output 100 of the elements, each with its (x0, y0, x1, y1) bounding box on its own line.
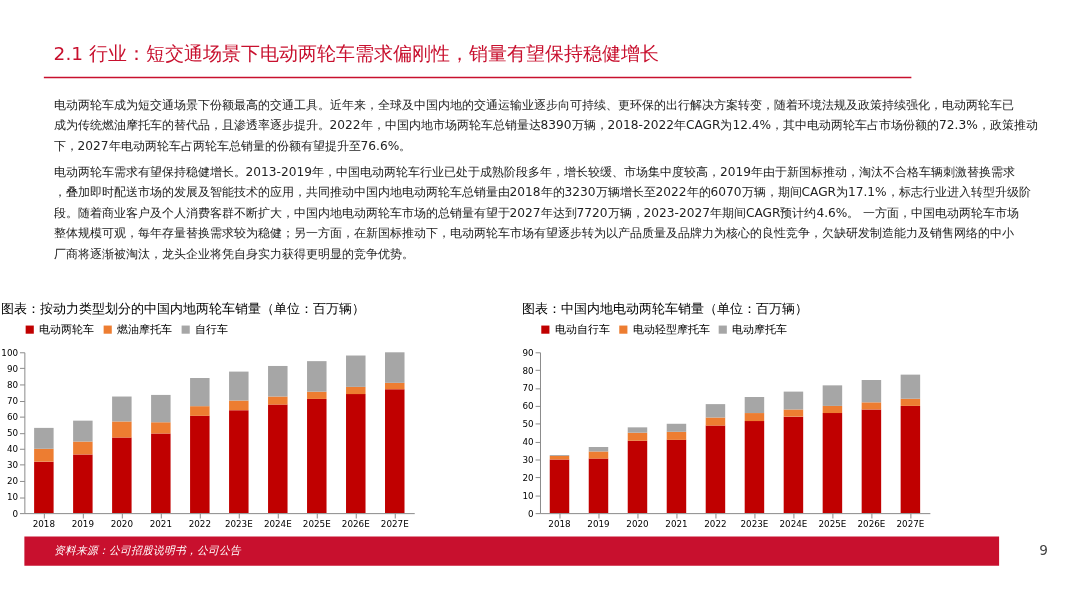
legend-label: 电动摩托车 (732, 322, 788, 336)
x-tick-label: 2018 (32, 519, 56, 530)
x-tick-label: 2025E (302, 519, 331, 530)
y-tick-label: 90 (6, 363, 19, 374)
bar (112, 421, 132, 438)
y-tick-label: 80 (522, 365, 534, 376)
y-tick-label: 60 (6, 412, 19, 423)
x-tick-label: 2020 (110, 519, 133, 530)
y-tick-label: 50 (522, 419, 534, 430)
bar (744, 396, 765, 414)
bar (549, 455, 570, 460)
bar (346, 394, 366, 514)
bar (783, 391, 804, 410)
bar (151, 433, 171, 514)
bar (190, 415, 210, 514)
bar (900, 374, 921, 399)
x-tick-label: 2022 (704, 519, 727, 530)
bar (34, 427, 54, 449)
text: 电动两轮车需求有望保持稳健增长。2013-2019年，中国电动两轮车行业已处于成熟阶段多年，增长较缓、市场集中度较高，2019年由于新国标推动，淘汰不合格车辆刺激替换需求，叠加即时配送市场的发展及智能技术的应用，共同推动中国内地电动两轮车总销量由2018年的3230万辆增长至2022年的6070万辆，期间CAGR为17.1%，标志行业进入转型升级阶段。随着商业客户及个人消费客群不断扩大，中国内地电动两轮车市场的总销量有望于2027年达到7720万辆，2023-2027年期间CAGR预计约4.6%。 一方面，中国电动两轮车市场整体规模可观，每年存量替换需求较为稳健；另一方面，在新国标推动下，电动两轮车市场有望逐步转为以产品质量及品牌力为核心的良性竞争，欠缺研发制造能力及销售网络的中小厂商将逐渐被淘汰，龙头企业将凭自身实力获得更明显的竞争优势。 (53, 164, 1031, 261)
bar (268, 404, 288, 514)
x-tick-label: 2026E (341, 519, 370, 530)
bar (588, 451, 609, 459)
bar (229, 371, 249, 401)
text: 2.1 行业：短交通场景下电动两轮车需求偏刚性，销量有望保持稳健增长 (53, 42, 659, 64)
x-tick-label: 2027E (896, 519, 925, 530)
text: 资料来源：公司招股说明书，公司公告 (53, 544, 242, 558)
bar (822, 385, 843, 406)
bar (34, 448, 54, 462)
y-tick-label: 0 (528, 508, 534, 519)
y-tick-label: 10 (522, 490, 534, 501)
bar (900, 405, 921, 514)
y-tick-label: 20 (6, 476, 19, 487)
x-tick-label: 2019 (71, 519, 95, 530)
legend-label: 电动自行车 (554, 322, 610, 336)
y-tick-label: 40 (522, 437, 534, 448)
bar (861, 409, 882, 514)
bar (190, 406, 210, 416)
bar (744, 413, 765, 422)
bar (73, 454, 93, 514)
text: 电动两轮车成为短交通场景下份额最高的交通工具。近年来，全球及中国内地的交通运输业逐步向可持续、更环保的出行解决方案转变，随着环境法规及政策持续强化，电动两轮车已成为传统燃油摩托车的替代品，且渗透率逐步提升。2022年，中国内地市场两轮车总销量达8390万辆，2018-2022年CAGR为12.4%，其中电动两轮车占市场份额的72.3%，政策推动下，2027年电动两轮车占两轮车总销量的份额有望提升至76.6%。 (53, 97, 1038, 153)
bar (307, 391, 327, 399)
x-tick-label: 2023E (224, 519, 253, 530)
legend-label: 电动两轮车 (38, 322, 94, 336)
x-tick-label: 2021 (665, 519, 688, 530)
bar (385, 389, 405, 514)
bar (112, 437, 132, 514)
bar (268, 365, 288, 397)
bar (783, 416, 804, 514)
bar (705, 417, 726, 426)
bar (229, 410, 249, 514)
bar (307, 398, 327, 514)
x-tick-label: 2026E (857, 519, 886, 530)
bar (900, 398, 921, 406)
bar (705, 425, 726, 514)
y-tick-label: 10 (6, 492, 19, 503)
bar (822, 413, 843, 514)
bar (151, 422, 171, 434)
bar (627, 432, 648, 441)
bar (385, 382, 405, 390)
x-tick-label: 2020 (626, 519, 649, 530)
bar (666, 431, 687, 440)
bar (822, 405, 843, 414)
y-tick-label: 30 (522, 454, 534, 465)
legend-label: 燃油摩托车 (116, 322, 172, 336)
y-tick-label: 90 (522, 347, 534, 358)
y-tick-label: 60 (522, 401, 534, 412)
x-tick-label: 2018 (548, 519, 571, 530)
y-tick-label: 50 (6, 428, 19, 439)
x-tick-label: 2021 (149, 519, 172, 530)
bar (346, 355, 366, 387)
text: 9 (1039, 542, 1048, 559)
bar (190, 378, 210, 407)
y-tick-label: 70 (6, 395, 19, 406)
legend-label: 电动轻型摩托车 (632, 322, 710, 336)
y-tick-label: 100 (1, 347, 19, 358)
bar (666, 439, 687, 514)
bar (34, 461, 54, 514)
bar (627, 427, 648, 433)
bar (861, 402, 882, 410)
chart-title: 图表：按动力类型划分的中国内地两轮车销量（单位：百万辆） (0, 301, 365, 317)
bar (861, 379, 882, 403)
bar (385, 352, 405, 383)
x-tick-label: 2024E (779, 519, 808, 530)
x-tick-label: 2025E (818, 519, 847, 530)
bar (268, 396, 288, 405)
y-tick-label: 0 (12, 508, 19, 519)
x-tick-label: 2019 (587, 519, 610, 530)
bar (112, 396, 132, 422)
bar (783, 409, 804, 417)
y-tick-label: 70 (522, 383, 534, 394)
bar (627, 440, 648, 514)
bar (588, 458, 609, 514)
chart-title: 图表：中国内地电动两轮车销量（单位：百万辆） (522, 301, 809, 317)
bar (549, 459, 570, 514)
bar (666, 423, 687, 432)
bar (151, 394, 171, 423)
bar (73, 420, 93, 442)
x-tick-label: 2023E (740, 519, 769, 530)
x-tick-label: 2024E (263, 519, 292, 530)
bar (346, 386, 366, 395)
